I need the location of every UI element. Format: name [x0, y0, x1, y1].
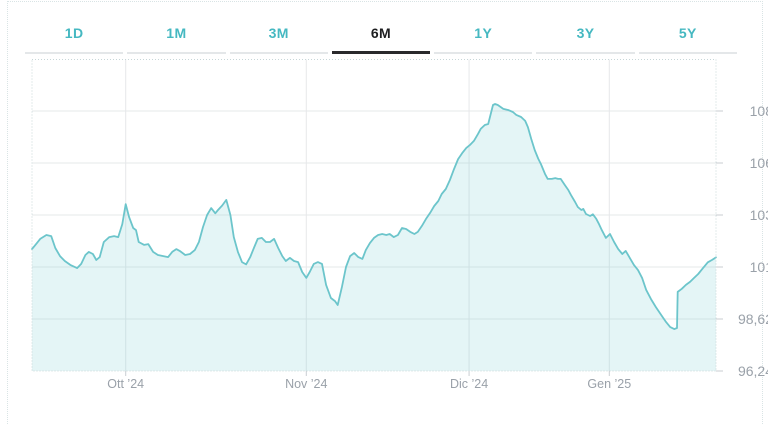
- range-tabs: 1D 1M 3M 6M 1Y 3Y 5Y: [25, 26, 737, 54]
- tab-label: 3Y: [576, 25, 595, 41]
- plot-border: [31, 59, 717, 372]
- x-axis-label: Nov ’24: [285, 377, 327, 391]
- tab-1y[interactable]: 1Y: [434, 25, 533, 54]
- y-axis-label: 98,62: [738, 311, 768, 327]
- tab-underline: [25, 52, 124, 54]
- x-axis-label: Gen ’25: [587, 377, 631, 391]
- tab-underline: [127, 52, 226, 54]
- tab-1m[interactable]: 1M: [127, 25, 226, 54]
- tab-5y[interactable]: 5Y: [638, 25, 737, 54]
- y-axis-label: 108: [750, 103, 768, 119]
- tab-6m[interactable]: 6M: [331, 25, 431, 54]
- x-axis-label: Ott ’24: [107, 377, 144, 391]
- y-axis-label: 101: [750, 259, 768, 275]
- y-axis-label: 96,24: [738, 363, 768, 379]
- tab-label: 1Y: [474, 25, 493, 41]
- series-line: [31, 103, 717, 330]
- tab-label: 5Y: [678, 25, 697, 41]
- x-axis-label: Dic ’24: [450, 377, 488, 391]
- tab-3y[interactable]: 3Y: [536, 25, 635, 54]
- tab-label: 3M: [268, 25, 289, 41]
- tab-underline-active: [331, 51, 431, 54]
- tab-3m[interactable]: 3M: [229, 25, 328, 54]
- tab-label: 6M: [370, 25, 392, 41]
- tab-underline: [638, 52, 737, 54]
- y-axis-label: 103: [750, 207, 768, 223]
- price-chart-svg: 108 106 103 101 98,62 96,24 Ott ’24 Nov ’24 Dic …: [31, 59, 768, 391]
- tab-label: 1D: [64, 25, 84, 41]
- tab-underline: [229, 52, 328, 54]
- chart-card: 1D 1M 3M 6M 1Y 3Y 5Y 108 106 103 101 98,62 96,24 Ott…: [7, 1, 768, 424]
- tab-1d[interactable]: 1D: [25, 25, 124, 54]
- tab-underline: [434, 52, 533, 54]
- y-axis-label: 106: [750, 155, 768, 171]
- price-chart[interactable]: 108 106 103 101 98,62 96,24 Ott ’24 Nov ’24 Dic …: [8, 2, 768, 426]
- tab-label: 1M: [166, 25, 187, 41]
- tab-underline: [536, 52, 635, 54]
- series-area: [32, 104, 716, 371]
